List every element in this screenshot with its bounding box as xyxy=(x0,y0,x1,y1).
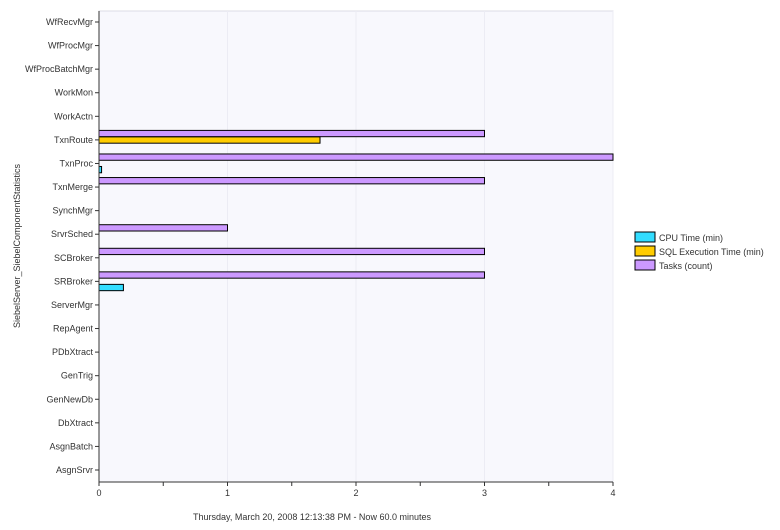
bar-tasks-txnproc xyxy=(98,153,614,161)
bar-tasks-scbroker xyxy=(98,247,485,256)
y-tick-label: WfRecvMgr xyxy=(46,17,93,27)
legend-swatch xyxy=(634,245,656,257)
legend-label: CPU Time (min) xyxy=(659,233,723,243)
y-tick-label: DbXtract xyxy=(58,418,94,428)
y-tick-label: RepAgent xyxy=(53,324,94,334)
x-tick-label: 1 xyxy=(225,488,230,498)
bar-tasks-txnroute xyxy=(98,129,485,138)
y-tick-label: TxnProc xyxy=(59,158,93,168)
bar-cpu-srbroker xyxy=(98,283,124,292)
x-tick-label: 4 xyxy=(610,488,615,498)
y-tick-label: SRBroker xyxy=(54,276,93,286)
y-tick-label: AsgnSrvr xyxy=(56,465,93,475)
y-axis-title: SiebelServer_SiebelComponentStatistics xyxy=(12,163,22,328)
legend-swatch xyxy=(634,231,656,243)
x-tick-label: 2 xyxy=(353,488,358,498)
legend: CPU Time (min) SQL Execution Time (min) Ta… xyxy=(634,231,764,271)
y-tick-label: TxnRoute xyxy=(54,135,93,145)
y-tick-label: GenTrig xyxy=(61,371,93,381)
x-tick-label: 3 xyxy=(482,488,487,498)
y-tick-label: GenNewDb xyxy=(46,394,93,404)
y-tick-label: PDbXtract xyxy=(52,347,94,357)
y-tick-label: SrvrSched xyxy=(51,229,93,239)
legend-swatch xyxy=(634,259,656,271)
y-tick-label: SynchMgr xyxy=(52,206,93,216)
bar-tasks-srbroker xyxy=(98,271,485,279)
x-tick-label: 0 xyxy=(96,488,101,498)
y-tick-label: SCBroker xyxy=(54,253,93,263)
y-tick-label: AsgnBatch xyxy=(49,441,93,451)
y-tick-label: WorkActn xyxy=(54,111,93,121)
legend-label: Tasks (count) xyxy=(659,261,713,271)
y-tick-label: WfProcMgr xyxy=(48,41,93,51)
bar-tasks-txnmerge xyxy=(98,177,485,185)
x-axis-title: Thursday, March 20, 2008 12:13:38 PM - N… xyxy=(193,512,431,522)
y-tick-label: WfProcBatchMgr xyxy=(25,64,93,74)
legend-label: SQL Execution Time (min) xyxy=(659,247,764,257)
y-tick-label: WorkMon xyxy=(55,88,93,98)
bar-sql-txnroute xyxy=(98,136,321,144)
y-tick-label: ServerMgr xyxy=(51,300,93,310)
y-tick-label: TxnMerge xyxy=(52,182,93,192)
bar-tasks-srvrsched xyxy=(98,224,228,232)
